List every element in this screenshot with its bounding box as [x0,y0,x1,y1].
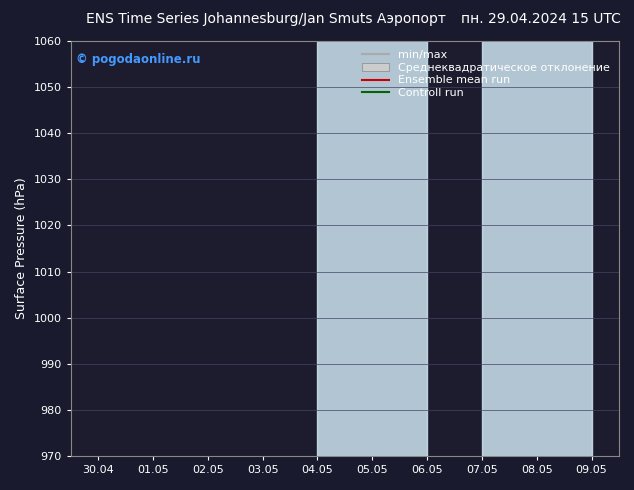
Y-axis label: Surface Pressure (hPa): Surface Pressure (hPa) [15,178,28,319]
Bar [318,41,427,456]
Text: ENS Time Series Johannesburg/Jan Smuts Аэропорт: ENS Time Series Johannesburg/Jan Smuts А… [86,12,446,26]
Text: пн. 29.04.2024 15 UTC: пн. 29.04.2024 15 UTC [462,12,621,26]
Bar [482,41,592,456]
Text: © pogodaonline.ru: © pogodaonline.ru [76,53,201,67]
Legend: min/max, Среднеквадратическое отклонение, Ensemble mean run, Controll run: min/max, Среднеквадратическое отклонение… [358,47,614,101]
